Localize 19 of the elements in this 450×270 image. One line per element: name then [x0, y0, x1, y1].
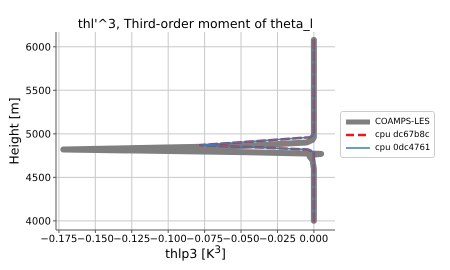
y-tick-label: 4500 [26, 172, 51, 184]
legend-label: COAMPS-LES [375, 116, 430, 126]
x-tick-label: −0.150 [76, 234, 114, 246]
x-tick-label: −0.125 [113, 234, 150, 246]
x-tick-label: −0.025 [258, 234, 296, 246]
y-tick-label: 6000 [26, 42, 51, 54]
legend-label: cpu dc67b8c [375, 130, 430, 140]
x-tick-label: −0.050 [222, 234, 260, 246]
x-axis-title: thlp3 [K$^{3}$] [164, 244, 227, 262]
x-tick-label: −0.175 [40, 234, 78, 246]
y-tick-label: 5000 [26, 129, 51, 140]
x-tick-label: 0.000 [300, 234, 328, 246]
x-tick-label: −0.100 [150, 234, 187, 246]
x-tick-label: −0.075 [186, 234, 224, 246]
y-tick-label: 4000 [26, 216, 51, 228]
legend-label: cpu 0dc4761 [375, 142, 430, 152]
y-tick-label: 5500 [26, 86, 51, 97]
y-axis-title: Height [m] [6, 97, 22, 165]
chart-title: thl'^3, Third-order moment of theta_l [76, 16, 314, 31]
